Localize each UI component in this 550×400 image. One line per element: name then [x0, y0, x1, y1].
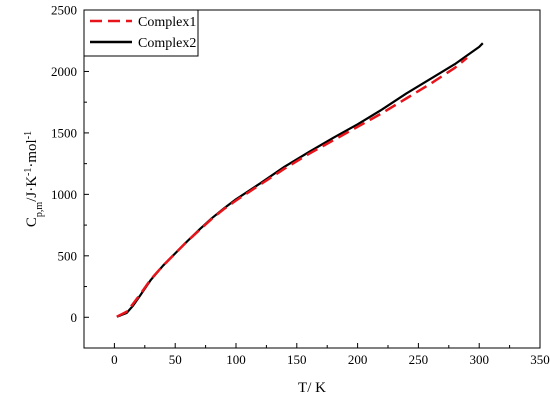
y-axis-title: Cp,m/J·K-1·mol-1	[23, 131, 45, 227]
x-tick-label: 50	[169, 352, 182, 367]
y-tick-label: 2000	[51, 64, 77, 79]
y-tick-label: 1000	[51, 187, 77, 202]
series-line-complex1	[116, 56, 468, 318]
x-tick-label: 350	[530, 352, 550, 367]
x-tick-label: 100	[226, 352, 246, 367]
legend: Complex1 Complex2	[83, 9, 199, 57]
x-tick-label: 0	[111, 352, 118, 367]
y-tick-label: 500	[58, 248, 78, 263]
axis-ticks	[83, 9, 541, 349]
legend-box	[83, 9, 199, 57]
series-line-complex2	[116, 42, 484, 318]
y-tick-label: 2500	[51, 3, 77, 18]
legend-label-complex1: Complex1	[138, 15, 196, 30]
x-tick-label: 200	[348, 352, 368, 367]
legend-label-complex2: Complex2	[138, 36, 196, 51]
x-tick-label: 250	[409, 352, 429, 367]
y-tick-label: 0	[71, 310, 78, 325]
plot-series	[116, 42, 484, 318]
plot-frame	[83, 9, 541, 349]
x-axis-title: T/ K	[298, 380, 326, 396]
y-tick-label: 1500	[51, 125, 77, 140]
x-tick-label: 150	[287, 352, 307, 367]
tick-labels: 0 50 100 150 200 250 300 350 0 500 1000 1500 2000 250…	[51, 3, 550, 368]
x-tick-label: 300	[469, 352, 489, 367]
